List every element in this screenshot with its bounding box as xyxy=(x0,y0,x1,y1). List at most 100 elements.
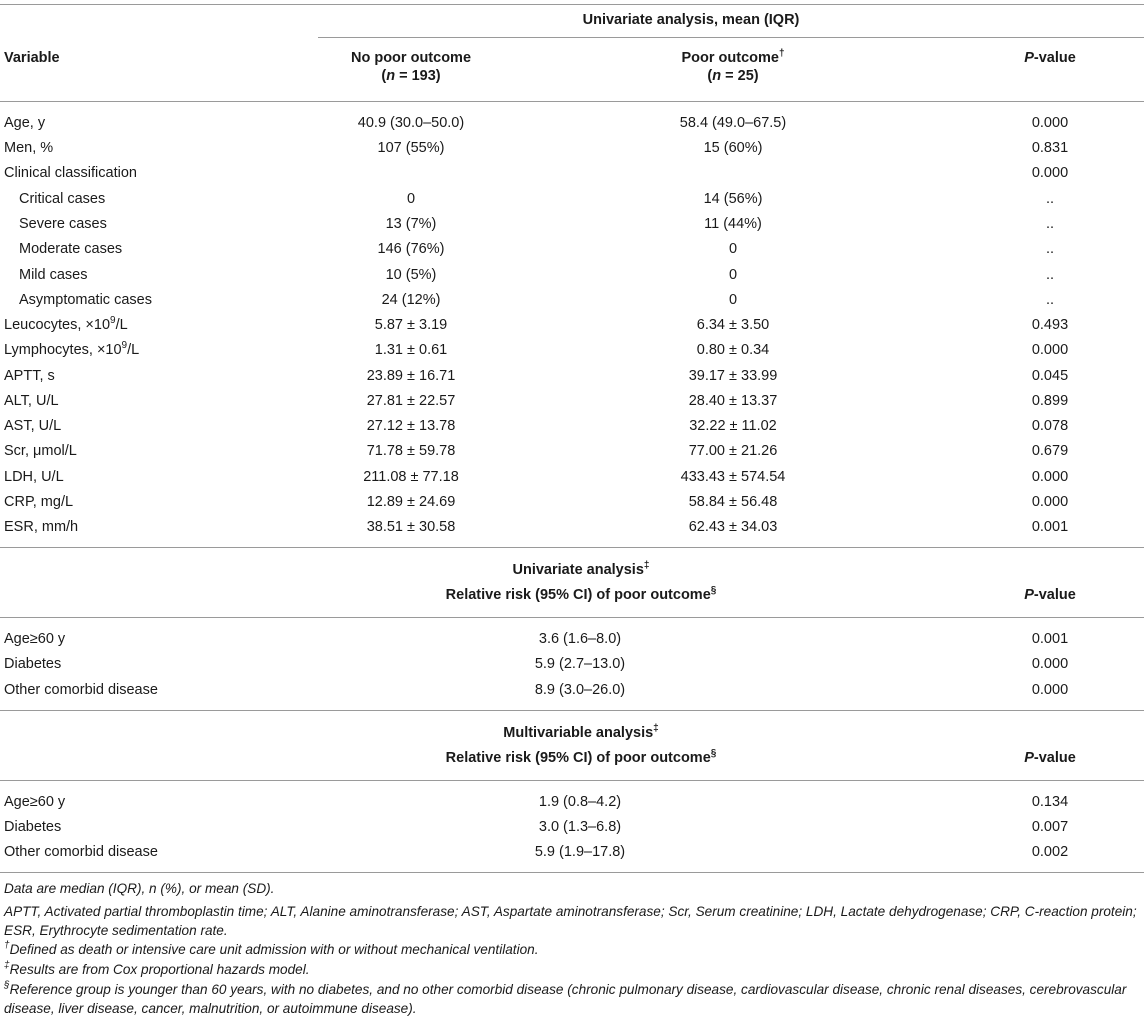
row-label: Men, % xyxy=(4,140,54,156)
multivariable-p: 0.134 xyxy=(1031,794,1069,810)
poor-value: 32.22 ± 11.02 xyxy=(689,418,777,434)
poor-value: 14 (56%) xyxy=(703,191,763,207)
row-label: Age, y xyxy=(4,115,46,131)
p-value: .. xyxy=(1045,267,1055,283)
no-poor-value: 5.87 ± 3.19 xyxy=(374,317,448,333)
p-value: 0.078 xyxy=(1031,418,1069,434)
footnote-double-dagger: ‡Results are from Cox proportional hazar… xyxy=(4,960,310,978)
poor-value: 28.40 ± 13.37 xyxy=(688,393,778,409)
univariate-title: Univariate analysis‡ xyxy=(512,560,650,579)
no-poor-value: 10 (5%) xyxy=(385,267,437,283)
header-rule xyxy=(0,101,1144,102)
no-poor-value: 23.89 ± 16.71 xyxy=(366,368,456,384)
no-poor-value: 40.9 (30.0–50.0) xyxy=(357,115,465,131)
poor-value: 0 xyxy=(728,292,738,308)
poor-value: 0 xyxy=(728,241,738,257)
no-poor-value: 24 (12%) xyxy=(381,292,441,308)
group-title: Univariate analysis, mean (IQR) xyxy=(582,12,800,28)
univariate-p: 0.001 xyxy=(1031,631,1069,647)
univariate-rr: 5.9 (2.7–13.0) xyxy=(534,656,626,672)
no-poor-value: 146 (76%) xyxy=(377,241,445,257)
poor-value: 15 (60%) xyxy=(703,140,763,156)
no-poor-value: 13 (7%) xyxy=(385,216,437,232)
row-label: LDH, U/L xyxy=(4,469,64,485)
p-value: 0.000 xyxy=(1031,165,1069,181)
poor-value: 0.80 ± 0.34 xyxy=(696,342,770,358)
p-value: .. xyxy=(1045,292,1055,308)
univariate-rr: 3.6 (1.6–8.0) xyxy=(538,631,622,647)
no-poor-value: 71.78 ± 59.78 xyxy=(366,443,456,459)
variable-header: Variable xyxy=(4,50,60,66)
multivariable-p: 0.002 xyxy=(1031,844,1069,860)
group-rule xyxy=(318,37,1144,38)
multivariable-header-rule xyxy=(0,780,1144,781)
univariate-p: 0.000 xyxy=(1031,682,1069,698)
row-label: ALT, U/L xyxy=(4,393,59,409)
row-label: Leucocytes, ×109/L xyxy=(4,315,128,334)
footnote-abbreviations: APTT, Activated partial thromboplastin t… xyxy=(4,904,1137,938)
poor-value: 0 xyxy=(728,267,738,283)
section-rule xyxy=(0,710,1144,711)
poor-value: 433.43 ± 574.54 xyxy=(680,469,786,485)
poor-value: 6.34 ± 3.50 xyxy=(696,317,770,333)
multivariable-subtitle: Relative risk (95% CI) of poor outcome§ xyxy=(445,748,717,767)
row-label: Asymptomatic cases xyxy=(19,292,152,308)
univariate-header-rule xyxy=(0,617,1144,618)
row-label: Mild cases xyxy=(19,267,88,283)
p-value: 0.831 xyxy=(1031,140,1069,156)
p-value: 0.000 xyxy=(1031,469,1069,485)
row-label: Critical cases xyxy=(19,191,106,207)
pvalue-header: P-value xyxy=(1024,50,1076,66)
multivariable-rr: 1.9 (0.8–4.2) xyxy=(538,794,622,810)
no-poor-value: 27.12 ± 13.78 xyxy=(366,418,456,434)
row-label: Lymphocytes, ×109/L xyxy=(4,340,140,359)
row-label: Moderate cases xyxy=(19,241,123,257)
row-label: Clinical classification xyxy=(4,165,137,181)
no-poor-outcome-header: No poor outcome (n = 193) xyxy=(350,50,472,84)
p-value: 0.493 xyxy=(1031,317,1069,333)
multivariable-row-label: Diabetes xyxy=(4,819,62,835)
poor-value: 62.43 ± 34.03 xyxy=(688,519,778,535)
p-value: 0.045 xyxy=(1031,368,1069,384)
poor-value: 77.00 ± 21.26 xyxy=(688,443,778,459)
poor-outcome-header: Poor outcome† (n = 25) xyxy=(681,48,785,85)
p-value: 0.679 xyxy=(1031,443,1069,459)
poor-value: 11 (44%) xyxy=(704,216,762,232)
univariate-row-label: Diabetes xyxy=(4,656,62,672)
multivariable-row-label: Age≥60 y xyxy=(4,794,66,810)
row-label: Scr, μmol/L xyxy=(4,443,77,459)
p-value: 0.001 xyxy=(1031,519,1069,535)
univariate-rr: 8.9 (3.0–26.0) xyxy=(534,682,626,698)
footnote-data: Data are median (IQR), n (%), or mean (S… xyxy=(4,881,275,896)
no-poor-value: 211.08 ± 77.18 xyxy=(363,469,459,485)
p-value: .. xyxy=(1045,241,1055,257)
p-value: 0.000 xyxy=(1031,494,1069,510)
poor-value: 58.84 ± 56.48 xyxy=(688,494,778,510)
univariate-p: 0.000 xyxy=(1031,656,1069,672)
multivariable-pvalue-header: P-value xyxy=(1024,750,1076,766)
multivariable-p: 0.007 xyxy=(1031,819,1069,835)
p-value: .. xyxy=(1045,216,1055,232)
row-label: AST, U/L xyxy=(4,418,62,434)
no-poor-value: 27.81 ± 22.57 xyxy=(366,393,456,409)
row-label: Severe cases xyxy=(19,216,107,232)
multivariable-row-label: Other comorbid disease xyxy=(4,844,158,860)
footnote-section: §Reference group is younger than 60 year… xyxy=(4,980,1127,1017)
section-rule xyxy=(0,547,1144,548)
univariate-subtitle: Relative risk (95% CI) of poor outcome§ xyxy=(445,585,717,604)
top-rule xyxy=(0,4,1144,5)
no-poor-value: 12.89 ± 24.69 xyxy=(366,494,456,510)
poor-value: 39.17 ± 33.99 xyxy=(688,368,778,384)
no-poor-value: 1.31 ± 0.61 xyxy=(374,342,448,358)
multivariable-title: Multivariable analysis‡ xyxy=(503,723,659,742)
no-poor-value: 38.51 ± 30.58 xyxy=(366,519,456,535)
p-value: 0.899 xyxy=(1031,393,1069,409)
univariate-row-label: Other comorbid disease xyxy=(4,682,158,698)
poor-value: 58.4 (49.0–67.5) xyxy=(679,115,787,131)
p-value: 0.000 xyxy=(1031,115,1069,131)
multivariable-rr: 3.0 (1.3–6.8) xyxy=(538,819,622,835)
row-label: CRP, mg/L xyxy=(4,494,74,510)
bottom-rule xyxy=(0,872,1144,873)
multivariable-rr: 5.9 (1.9–17.8) xyxy=(534,844,626,860)
